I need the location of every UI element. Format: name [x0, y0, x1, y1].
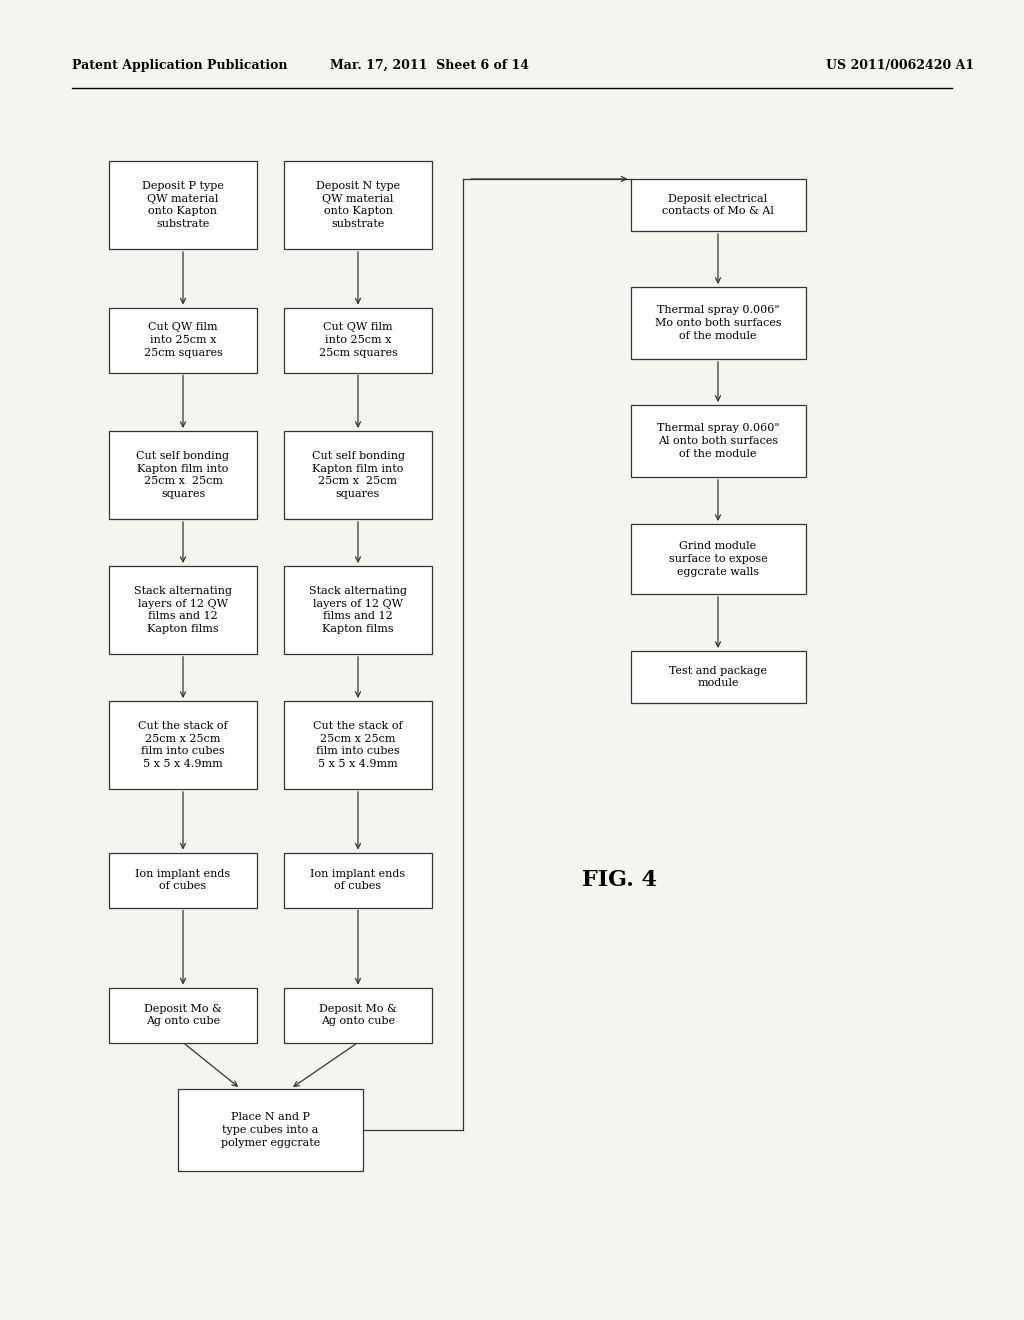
Text: Patent Application Publication: Patent Application Publication	[72, 58, 288, 71]
Text: Thermal spray 0.060"
Al onto both surfaces
of the module: Thermal spray 0.060" Al onto both surfac…	[656, 424, 779, 459]
Text: Deposit electrical
contacts of Mo & Al: Deposit electrical contacts of Mo & Al	[663, 194, 774, 216]
Text: Ion implant ends
of cubes: Ion implant ends of cubes	[310, 869, 406, 891]
Text: FIG. 4: FIG. 4	[583, 869, 657, 891]
Bar	[631, 405, 806, 477]
Text: Cut self bonding
Kapton film into
25cm x  25cm
squares: Cut self bonding Kapton film into 25cm x…	[311, 451, 404, 499]
Text: Grind module
surface to expose
eggcrate walls: Grind module surface to expose eggcrate …	[669, 541, 767, 577]
Text: Stack alternating
layers of 12 QW
films and 12
Kapton films: Stack alternating layers of 12 QW films …	[309, 586, 407, 634]
Bar	[109, 987, 257, 1043]
Bar	[109, 432, 257, 519]
Text: Thermal spray 0.006"
Mo onto both surfaces
of the module: Thermal spray 0.006" Mo onto both surfac…	[654, 305, 781, 341]
Text: Stack alternating
layers of 12 QW
films and 12
Kapton films: Stack alternating layers of 12 QW films …	[134, 586, 232, 634]
Bar	[631, 286, 806, 359]
Bar	[631, 180, 806, 231]
Text: Test and package
module: Test and package module	[669, 665, 767, 689]
Bar	[284, 853, 432, 908]
Text: US 2011/0062420 A1: US 2011/0062420 A1	[826, 58, 974, 71]
Bar	[284, 566, 432, 653]
Text: Cut QW film
into 25cm x
25cm squares: Cut QW film into 25cm x 25cm squares	[143, 322, 222, 358]
Bar	[284, 308, 432, 372]
Text: Cut the stack of
25cm x 25cm
film into cubes
5 x 5 x 4.9mm: Cut the stack of 25cm x 25cm film into c…	[138, 721, 227, 770]
Bar	[109, 701, 257, 789]
Bar	[109, 308, 257, 372]
Bar	[631, 524, 806, 594]
Text: Cut QW film
into 25cm x
25cm squares: Cut QW film into 25cm x 25cm squares	[318, 322, 397, 358]
Text: Ion implant ends
of cubes: Ion implant ends of cubes	[135, 869, 230, 891]
Bar	[109, 566, 257, 653]
Bar	[284, 432, 432, 519]
Text: Place N and P
type cubes into a
polymer eggcrate: Place N and P type cubes into a polymer …	[221, 1111, 321, 1147]
Text: Cut self bonding
Kapton film into
25cm x  25cm
squares: Cut self bonding Kapton film into 25cm x…	[136, 451, 229, 499]
Text: Deposit Mo &
Ag onto cube: Deposit Mo & Ag onto cube	[319, 1003, 397, 1027]
Bar	[284, 701, 432, 789]
Bar	[284, 161, 432, 249]
Bar	[109, 853, 257, 908]
Text: Deposit N type
QW material
onto Kapton
substrate: Deposit N type QW material onto Kapton s…	[316, 181, 400, 230]
Bar	[109, 161, 257, 249]
Bar	[178, 1089, 362, 1171]
Bar	[284, 987, 432, 1043]
Text: Deposit Mo &
Ag onto cube: Deposit Mo & Ag onto cube	[144, 1003, 222, 1027]
Text: Cut the stack of
25cm x 25cm
film into cubes
5 x 5 x 4.9mm: Cut the stack of 25cm x 25cm film into c…	[313, 721, 402, 770]
Bar	[631, 651, 806, 704]
Text: Mar. 17, 2011  Sheet 6 of 14: Mar. 17, 2011 Sheet 6 of 14	[331, 58, 529, 71]
Text: Deposit P type
QW material
onto Kapton
substrate: Deposit P type QW material onto Kapton s…	[142, 181, 224, 230]
